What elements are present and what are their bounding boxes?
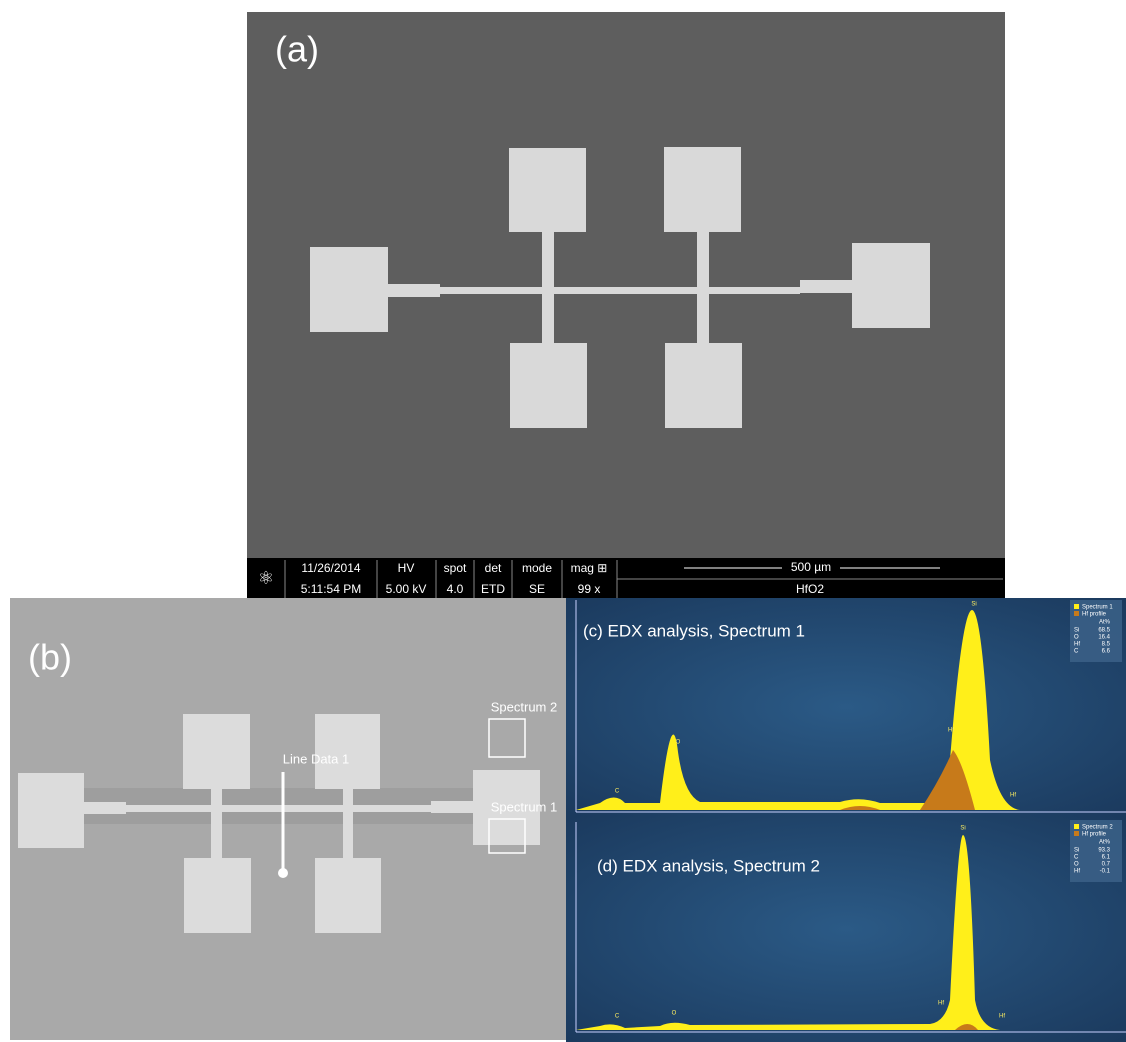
spectrum-title: (c) EDX analysis, Spectrum 1 (583, 621, 805, 640)
table-header: At% (1099, 620, 1111, 626)
time: 5:11:54 PM (301, 582, 361, 596)
element: C (1074, 649, 1079, 655)
legend-entry: Hf profile (1082, 612, 1107, 618)
peak-label: C (615, 789, 620, 795)
panel-d: (d) EDX analysis, Spectrum 2 C O Hf Si H… (566, 816, 1126, 1042)
element: O (1074, 862, 1079, 868)
spot-label: spot (444, 561, 467, 575)
table-header: At% (1099, 840, 1111, 846)
at-percent: 0.7 (1102, 862, 1111, 868)
spot: 4.0 (447, 582, 464, 596)
hv: 5.00 kV (386, 582, 427, 596)
det-label: det (485, 561, 502, 575)
panel-label: (a) (275, 29, 319, 70)
peak-label: C (615, 1014, 620, 1020)
at-percent: 93.3 (1098, 848, 1110, 854)
sample: HfO2 (796, 582, 824, 596)
mode: SE (529, 582, 545, 596)
region-label: Spectrum 1 (491, 799, 557, 814)
peak-label: Hf (1010, 793, 1016, 799)
element: Hf (1074, 642, 1080, 648)
panel-a: (a) ⚛ 11/26/2014 5:11:54 PM HV 5.00 kV s… (247, 12, 1005, 600)
peak-label: O (676, 740, 681, 746)
element: Si (1074, 848, 1079, 854)
mag-label: mag ⊞ (571, 561, 608, 575)
mode-label: mode (522, 561, 552, 575)
peak-label: O (672, 1011, 677, 1017)
peak-label: Hf (938, 1001, 944, 1007)
peak-label: Si (971, 602, 976, 608)
mag: 99 x (578, 582, 601, 596)
at-percent: 8.5 (1102, 642, 1111, 648)
legend-entry: Spectrum 1 (1082, 605, 1113, 611)
svg-text:⚛: ⚛ (258, 568, 274, 588)
spectrum-title: (d) EDX analysis, Spectrum 2 (597, 856, 820, 875)
panel-label: (b) (28, 637, 72, 678)
date: 11/26/2014 (301, 561, 360, 575)
at-percent: 6.6 (1102, 649, 1111, 655)
panel-c: (c) EDX analysis, Spectrum 1 C O Hf Si H… (566, 598, 1126, 816)
legend-entry: Spectrum 2 (1082, 825, 1113, 831)
det: ETD (481, 582, 505, 596)
peak-label: Hf (999, 1014, 1005, 1020)
figure: (a) ⚛ 11/26/2014 5:11:54 PM HV 5.00 kV s… (0, 0, 1126, 1042)
element: Hf (1074, 869, 1080, 875)
at-percent: 68.5 (1098, 628, 1110, 634)
peak-label: Si (960, 826, 965, 832)
scale: 500 µm (791, 560, 831, 574)
element: Si (1074, 628, 1079, 634)
at-percent: 16.4 (1098, 635, 1110, 641)
element: C (1074, 855, 1079, 861)
hv-label: HV (398, 561, 415, 575)
at-percent: -0.1 (1100, 869, 1111, 875)
panel-b: (b) Spectrum 2 Spectrum 1 Line Data 1 (10, 598, 566, 1040)
peak-label: Hf (948, 728, 954, 734)
region-label: Spectrum 2 (491, 699, 557, 714)
legend-entry: Hf profile (1082, 832, 1107, 838)
at-percent: 6.1 (1102, 855, 1111, 861)
line-label: Line Data 1 (283, 751, 350, 766)
element: O (1074, 635, 1079, 641)
